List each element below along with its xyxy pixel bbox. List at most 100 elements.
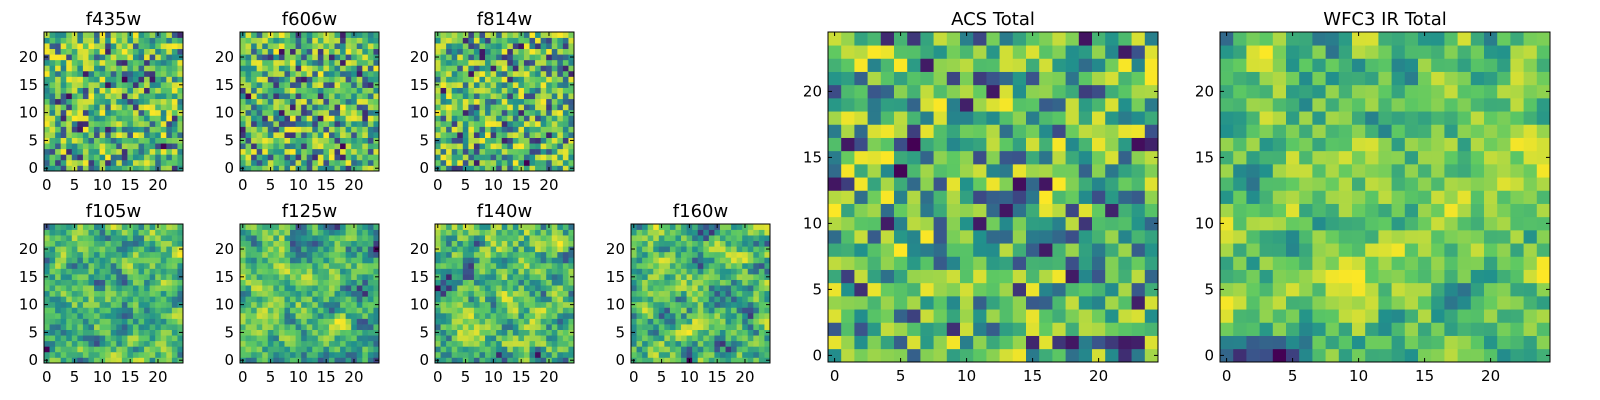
heatmap-cell [501, 104, 508, 111]
heatmap-cell [144, 285, 150, 292]
heatmap-cell [551, 279, 558, 286]
heatmap-cell [546, 301, 553, 308]
heatmap-cell [647, 285, 654, 292]
heatmap-cell [540, 165, 547, 172]
heatmap-cell [278, 143, 285, 150]
heatmap-cell [1105, 296, 1119, 310]
heatmap-cell [71, 274, 78, 280]
heatmap-cell [290, 115, 296, 122]
heatmap-cell [719, 274, 726, 280]
heatmap-cell [1078, 190, 1093, 204]
heatmap-cell [440, 240, 447, 247]
heatmap-cell [535, 154, 541, 161]
heatmap-cell [362, 104, 369, 111]
heatmap-cell [160, 240, 167, 247]
heatmap-cell [485, 48, 491, 55]
heatmap-cell [446, 235, 453, 242]
heatmap-cell [88, 290, 95, 297]
heatmap-cell [523, 279, 530, 286]
heatmap-cell [284, 76, 291, 83]
heatmap-cell [529, 126, 536, 133]
heatmap-cell [485, 154, 491, 161]
heatmap-cell [273, 82, 280, 88]
heatmap-cell [468, 357, 475, 364]
heatmap-cell [138, 93, 145, 100]
heatmap-cell [367, 137, 374, 144]
heatmap-cell [1065, 216, 1080, 231]
heatmap-cell [473, 285, 480, 292]
heatmap-cell [105, 120, 112, 127]
heatmap-cell [675, 285, 682, 292]
axes-frame [43, 31, 184, 172]
heatmap-cell [907, 269, 921, 284]
heatmap-cell [317, 235, 324, 242]
heatmap-cell [273, 257, 280, 264]
heatmap-cell [703, 240, 710, 247]
heatmap-cell [647, 351, 654, 358]
heatmap-cell [501, 229, 508, 236]
heatmap-cell [933, 296, 948, 310]
heatmap-cell [94, 104, 100, 111]
heatmap-cell [345, 290, 352, 297]
heatmap-cell [278, 32, 285, 38]
heatmap-cell [267, 229, 274, 236]
heatmap-cell [99, 235, 106, 242]
heatmap-cell [986, 203, 1000, 218]
heatmap-cell [960, 203, 974, 218]
heatmap-cell [1118, 177, 1132, 191]
heatmap-cell [490, 312, 497, 319]
heatmap-cell [551, 346, 558, 353]
heatmap-cell [473, 307, 480, 314]
heatmap-cell [328, 351, 335, 358]
heatmap-cell [267, 318, 274, 325]
heatmap-cell [88, 109, 95, 116]
heatmap-cells [435, 224, 575, 364]
heatmap-cell [301, 318, 308, 325]
heatmap-cell [758, 274, 765, 280]
heatmap-cell [435, 346, 441, 353]
heatmap-cell [551, 98, 558, 105]
heatmap-cell [290, 290, 296, 297]
heatmap-cell [647, 262, 654, 269]
heatmap-cell [240, 307, 246, 314]
heatmap-cell [540, 268, 547, 275]
heatmap-cell [686, 329, 693, 336]
heatmap-cell [273, 251, 280, 258]
heatmap-cell [546, 82, 553, 88]
heatmap-cell [557, 48, 564, 55]
heatmap-cell [290, 301, 296, 308]
heatmap-cell [1092, 190, 1106, 204]
heatmap-cell [551, 126, 558, 133]
heatmap-cell [999, 335, 1014, 350]
panel-title: f606w [282, 9, 337, 30]
heatmap-cell [284, 235, 291, 242]
heatmap-cell [568, 324, 575, 330]
heatmap-cell [1092, 322, 1106, 336]
heatmap-cell [155, 148, 162, 155]
heatmap-cell [55, 307, 62, 314]
heatmap-cell [468, 346, 475, 353]
heatmap-cell [933, 322, 948, 336]
heatmap-cell [507, 324, 514, 330]
heatmap-cell [177, 240, 184, 247]
heatmap-cell [479, 120, 486, 127]
heatmap-cell [518, 120, 525, 127]
heatmap-cell [105, 346, 112, 353]
heatmap-cell [1078, 216, 1093, 231]
heatmap-cell [155, 318, 162, 325]
heatmap-cell [328, 59, 335, 66]
heatmap-cell [317, 148, 324, 155]
heatmap-cell [273, 268, 280, 275]
heatmap-cell [828, 348, 842, 363]
heatmap-cell [323, 318, 330, 325]
heatmap-cell [485, 148, 491, 155]
heatmap-cell [60, 257, 67, 264]
heatmap-cell [132, 154, 139, 161]
heatmap-cell [340, 240, 346, 247]
heatmap-cell [110, 301, 117, 308]
heatmap-cell [540, 296, 547, 303]
heatmap-cell [160, 143, 167, 150]
heatmap-cell [312, 262, 319, 269]
heatmap-cell [557, 126, 564, 133]
